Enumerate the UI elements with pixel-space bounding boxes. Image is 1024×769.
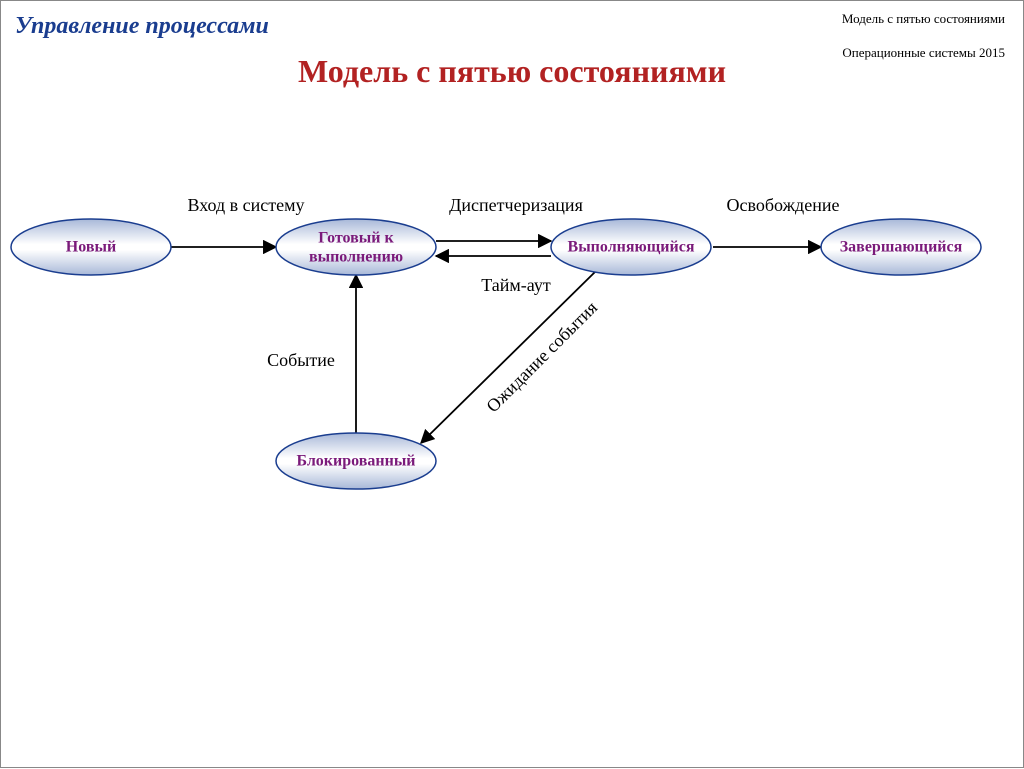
edge-labels-group: Вход в систему Диспетчеризация Тайм-аут Осв… bbox=[187, 195, 839, 416]
state-label-ready-2: выполнению bbox=[309, 249, 403, 266]
edge-label-ready-running: Диспетчеризация bbox=[449, 195, 583, 215]
edge-label-running-exit: Освобождение bbox=[727, 195, 840, 215]
nodes-group: Новый Готовый к выполнению Выполняющийся Зав… bbox=[11, 219, 981, 489]
edge-running-blocked bbox=[421, 271, 596, 443]
state-diagram: Новый Готовый к выполнению Выполняющийся Зав… bbox=[1, 1, 1024, 769]
state-node-ready bbox=[276, 219, 436, 275]
state-label-running: Выполняющийся bbox=[568, 239, 695, 256]
state-label-new: Новый bbox=[66, 239, 116, 256]
edge-label-new-ready: Вход в систему bbox=[187, 195, 304, 215]
state-label-ready-1: Готовый к bbox=[318, 230, 394, 247]
edge-label-running-blocked: Ожидание события bbox=[482, 297, 601, 416]
edge-label-blocked-ready: Событие bbox=[267, 350, 335, 370]
state-label-exit: Завершающийся bbox=[840, 239, 963, 256]
edge-label-running-ready: Тайм-аут bbox=[481, 275, 551, 295]
state-label-blocked: Блокированный bbox=[296, 453, 415, 470]
